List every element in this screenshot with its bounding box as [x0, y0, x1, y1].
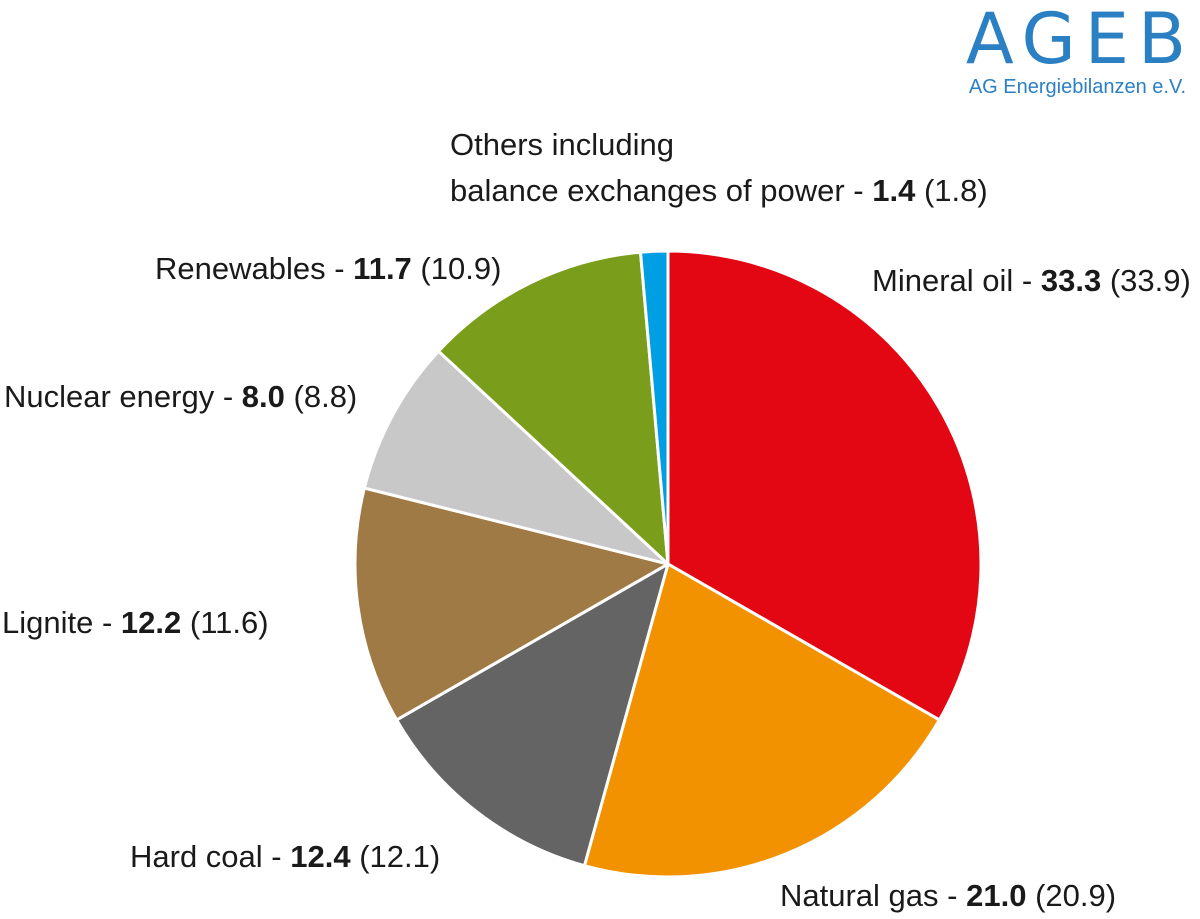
- pie-slice-nuclear: [362, 349, 670, 566]
- label-hard-coal: Hard coal - 12.4 (12.1): [130, 839, 441, 874]
- slice-name: Mineral oil: [872, 263, 1014, 298]
- logo-subtitle: AG Energiebilanzen e.V.: [968, 76, 1186, 98]
- slice-previous: (11.6): [189, 605, 269, 640]
- slice-name-line2: balance exchanges of power: [450, 173, 845, 208]
- slice-value: 12.2: [120, 605, 182, 640]
- slice-value: 21.0: [966, 878, 1027, 913]
- slice-name: Nuclear energy: [4, 379, 215, 414]
- slice-name: Others including: [450, 127, 675, 162]
- slice-previous: (1.8): [923, 173, 988, 208]
- slice-value: 8.0: [241, 379, 285, 414]
- label-renewables: Renewables - 11.7 (10.9): [155, 251, 502, 286]
- slice-value: 33.3: [1040, 263, 1102, 298]
- pie-slice-hard-coal: [395, 562, 670, 868]
- slice-name: Natural gas: [780, 878, 939, 913]
- slice-previous: (33.9): [1109, 263, 1191, 298]
- label-natural-gas: Natural gas - 21.0 (20.9): [780, 878, 1117, 913]
- label-others-line2: balance exchanges of power - 1.4 (1.8): [450, 173, 988, 208]
- slice-previous: (8.8): [293, 379, 358, 414]
- ageb-logo: AGEB AG Energiebilanzen e.V.: [966, 2, 1186, 98]
- label-others-line1: Others including: [450, 124, 674, 166]
- pie-slice-natural-gas: [582, 562, 941, 879]
- label-mineral-oil: Mineral oil - 33.3 (33.9): [872, 263, 1191, 298]
- slice-value: 11.7: [353, 251, 412, 286]
- slice-name: Lignite: [2, 605, 94, 640]
- slice-value: 1.4: [872, 173, 916, 208]
- slice-name: Renewables: [155, 251, 326, 286]
- pie-slice-mineral-oil: [666, 249, 983, 722]
- label-nuclear-energy: Nuclear energy - 8.0 (8.8): [4, 379, 358, 414]
- pie-slice-lignite: [353, 486, 670, 722]
- pie-slice-others: [639, 249, 670, 566]
- pie-slice-renewables: [436, 250, 670, 566]
- slice-value: 12.4: [290, 839, 351, 874]
- slice-previous: (20.9): [1035, 878, 1117, 913]
- label-lignite: Lignite - 12.2 (11.6): [2, 605, 269, 640]
- logo-mark: AGEB: [965, 0, 1195, 80]
- slice-previous: (12.1): [359, 839, 441, 874]
- slice-name: Hard coal: [130, 839, 263, 874]
- slice-previous: (10.9): [420, 251, 502, 286]
